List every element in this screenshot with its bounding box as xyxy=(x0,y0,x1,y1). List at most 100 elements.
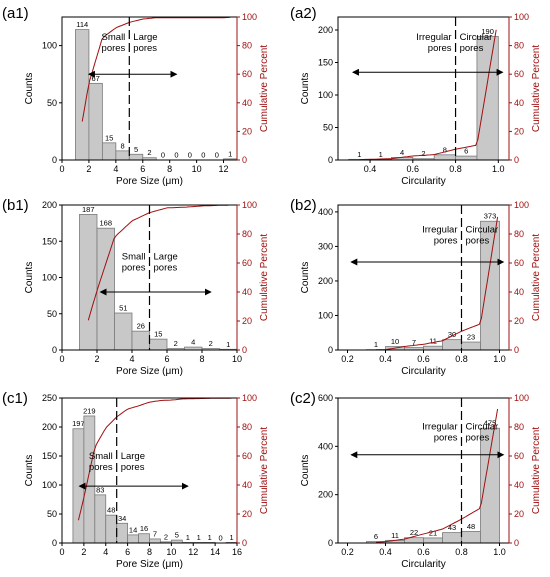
x-tick-label: 12 xyxy=(188,547,198,557)
y2-tick-label: 80 xyxy=(514,422,524,432)
bar-value-label: 8 xyxy=(120,141,124,150)
y-axis-label: Counts xyxy=(24,455,35,487)
y2-axis-label: Cumulative Percent xyxy=(531,45,542,132)
bar-value-label: 4 xyxy=(191,338,195,347)
x-tick-label: 0 xyxy=(59,547,64,557)
bar-value-label: 187 xyxy=(82,205,95,214)
bar-value-label: 2 xyxy=(147,148,151,157)
x-tick-label: 0 xyxy=(59,164,64,174)
histogram-bar xyxy=(461,341,481,351)
region-label-right: Large xyxy=(121,451,145,462)
x-tick-label: 10 xyxy=(232,354,242,364)
bar-value-label: 16 xyxy=(140,524,148,533)
panel-label: (a1) xyxy=(2,5,29,22)
y2-tick-label: 40 xyxy=(242,287,252,297)
x-tick-label: 0.8 xyxy=(455,547,468,557)
y-axis-label: Counts xyxy=(24,262,35,294)
y2-tick-label: 40 xyxy=(514,480,524,490)
x-tick-label: 0 xyxy=(59,354,64,364)
bar-value-label: 43 xyxy=(448,523,456,532)
x-axis-label: Pore Size (μm) xyxy=(116,366,183,377)
region-label-left: Irregular xyxy=(416,32,451,43)
y2-tick-label: 40 xyxy=(514,287,524,297)
bar-value-label: 83 xyxy=(96,485,104,494)
y2-tick-label: 20 xyxy=(242,316,252,326)
y2-tick-label: 0 xyxy=(514,345,519,355)
bar-value-label: 2 xyxy=(164,532,168,541)
y2-tick-label: 100 xyxy=(514,393,529,403)
x-tick-label: 10 xyxy=(166,547,176,557)
bar-value-label: 0 xyxy=(161,151,165,160)
bar-value-label: 34 xyxy=(118,514,126,523)
histogram-bar xyxy=(131,330,150,351)
y-axis-label: Counts xyxy=(24,73,35,105)
cumulative-percent-line xyxy=(376,216,499,351)
histogram-bar xyxy=(423,345,443,351)
y-axis-label: Counts xyxy=(300,455,311,487)
region-label-left: pores xyxy=(434,236,458,247)
bar-value-label: 5 xyxy=(134,145,138,154)
x-tick-label: 16 xyxy=(232,547,242,557)
cumulative-percent-line xyxy=(375,408,499,543)
bar-value-label: 373 xyxy=(484,212,497,221)
region-label-right: pores xyxy=(466,432,490,443)
x-tick-label: 6 xyxy=(125,547,130,557)
bar-value-label: 51 xyxy=(119,304,127,313)
y2-tick-label: 0 xyxy=(514,155,519,165)
region-label-right: Circular xyxy=(466,225,499,236)
x-axis-label: Circularity xyxy=(401,559,445,570)
histogram-bar xyxy=(94,494,107,544)
y2-tick-label: 40 xyxy=(514,98,524,108)
x-tick-label: 14 xyxy=(210,547,220,557)
y2-tick-label: 60 xyxy=(242,258,252,268)
histogram-bar xyxy=(455,155,478,161)
region-label-left: pores xyxy=(434,432,458,443)
bar-value-label: 15 xyxy=(154,330,162,339)
y-axis-label: Counts xyxy=(300,262,311,294)
region-label-left: pores xyxy=(428,43,452,54)
x-tick-label: 4 xyxy=(113,164,118,174)
y-tick-label: 200 xyxy=(42,200,57,210)
x-tick-label: 0.4 xyxy=(379,547,392,557)
bar-value-label: 6 xyxy=(464,147,468,156)
y2-axis-label: Cumulative Percent xyxy=(259,45,270,132)
x-tick-label: 0.8 xyxy=(449,164,462,174)
x-tick-label: 0.8 xyxy=(455,354,468,364)
bar-value-label: 475 xyxy=(484,419,497,428)
y-tick-label: 0 xyxy=(328,155,333,165)
bar-value-label: 4 xyxy=(400,148,404,157)
region-label-right: Large xyxy=(133,32,157,43)
x-tick-label: 6 xyxy=(140,164,145,174)
y2-tick-label: 100 xyxy=(514,200,529,210)
y2-tick-label: 80 xyxy=(242,422,252,432)
bar-value-label: 15 xyxy=(105,133,113,142)
x-axis-label: Pore Size (μm) xyxy=(116,176,183,187)
x-tick-label: 2 xyxy=(86,164,91,174)
x-tick-label: 10 xyxy=(192,164,202,174)
panel-label: (a2) xyxy=(290,5,317,22)
x-tick-label: 0.4 xyxy=(379,354,392,364)
y-tick-label: 0 xyxy=(328,345,333,355)
y2-tick-label: 60 xyxy=(242,69,252,79)
y-tick-label: 100 xyxy=(318,90,333,100)
y2-tick-label: 20 xyxy=(514,509,524,519)
region-label-right: pores xyxy=(154,262,178,273)
region-label-left: pores xyxy=(102,43,126,54)
x-axis-label: Circularity xyxy=(401,366,445,377)
cumulative-percent-line xyxy=(81,16,231,122)
y2-tick-label: 40 xyxy=(242,480,252,490)
bar-value-label: 2 xyxy=(421,149,425,158)
x-tick-label: 0.6 xyxy=(417,354,430,364)
x-tick-label: 8 xyxy=(147,547,152,557)
histogram-bar xyxy=(461,531,481,544)
y2-tick-label: 100 xyxy=(242,200,257,210)
y-tick-label: 400 xyxy=(318,207,333,217)
panel-label: (c1) xyxy=(2,390,28,407)
y2-axis-label: Cumulative Percent xyxy=(259,234,270,321)
histogram-bar xyxy=(149,338,168,351)
bar-value-label: 219 xyxy=(83,406,96,415)
y2-tick-label: 60 xyxy=(242,451,252,461)
y-tick-label: 100 xyxy=(318,310,333,320)
